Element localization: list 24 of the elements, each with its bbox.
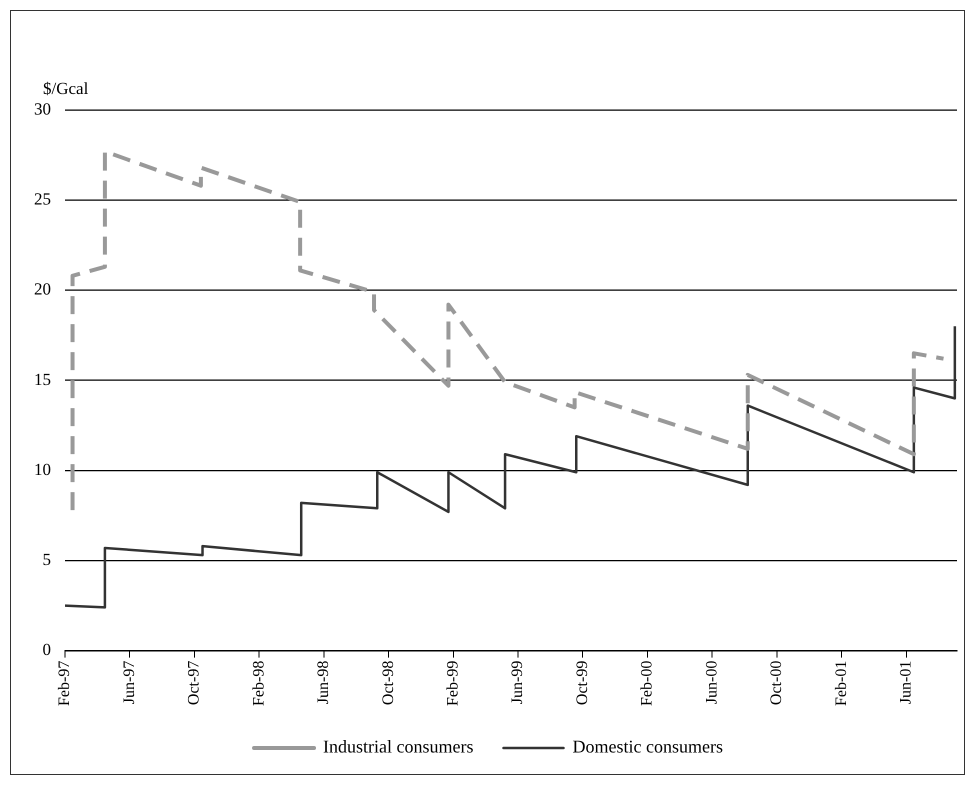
y-tick-label: 15 <box>34 370 51 389</box>
x-tick-label: Feb-01 <box>832 660 850 706</box>
x-tick-label: Jun-00 <box>703 660 720 704</box>
x-tick-label: Oct-97 <box>186 660 203 706</box>
y-tick-label: 0 <box>42 640 51 660</box>
x-tick-label: Jun-97 <box>120 660 138 704</box>
x-tick-label: Jun-99 <box>509 660 526 704</box>
legend-label: Industrial consumers <box>323 736 474 757</box>
x-tick-label: Oct-00 <box>768 660 786 706</box>
x-tick-label: Feb-97 <box>56 660 74 706</box>
x-tick-label: Oct-99 <box>574 660 591 706</box>
y-tick-label: 20 <box>34 280 51 299</box>
legend-label: Domestic consumers <box>572 736 723 757</box>
x-tick-label: Feb-00 <box>638 660 656 706</box>
y-axis-title: $/Gcal <box>43 78 89 98</box>
y-tick-label: 10 <box>34 460 51 479</box>
x-tick-label: Jun-98 <box>315 660 332 704</box>
x-tick-label: Jun-01 <box>898 660 915 704</box>
x-tick-label: Oct-98 <box>380 660 397 706</box>
y-tick-label: 5 <box>42 550 51 570</box>
y-tick-label: 25 <box>34 190 51 209</box>
y-tick-label: 30 <box>34 99 51 118</box>
x-tick-label: Feb-98 <box>250 660 268 706</box>
x-tick-label: Feb-99 <box>444 660 462 706</box>
